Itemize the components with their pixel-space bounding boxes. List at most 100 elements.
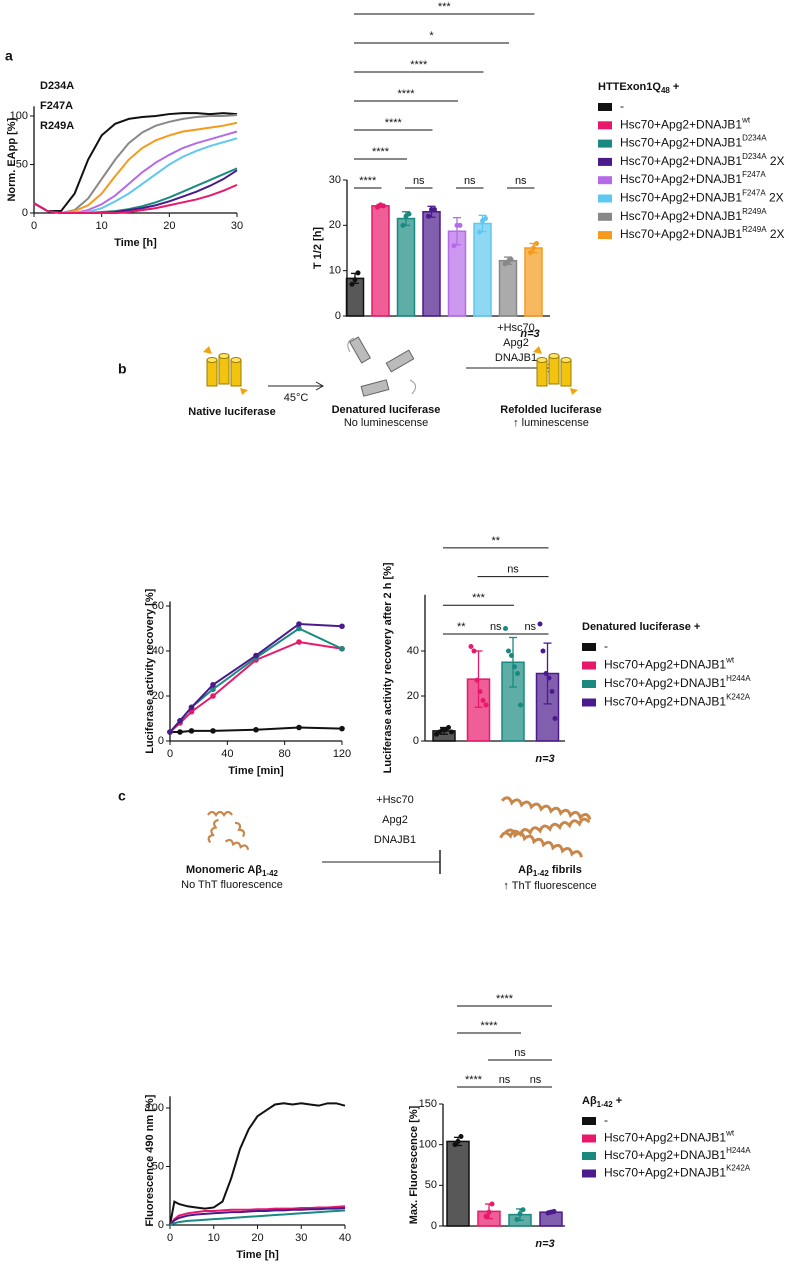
line bbox=[33, 121, 238, 215]
line-marker bbox=[339, 645, 345, 652]
schematic-label: Denatured luciferase bbox=[332, 404, 441, 416]
superscript: wt bbox=[741, 115, 751, 124]
text-part: Hsc70+Apg2+DNAJB1 bbox=[604, 1148, 726, 1162]
bar bbox=[345, 277, 365, 317]
line bbox=[33, 183, 238, 214]
significance-label: * bbox=[429, 30, 434, 42]
significance-label: *** bbox=[472, 592, 486, 604]
y-tick-label: 50 bbox=[152, 1160, 164, 1172]
data-point bbox=[477, 229, 482, 235]
x-tick-label: 30 bbox=[295, 1232, 307, 1244]
superscript: D234A bbox=[742, 134, 767, 143]
rich-text: Hsc70+Apg2+DNAJB1H244A bbox=[604, 1146, 751, 1162]
rich-text: - bbox=[604, 1113, 608, 1127]
legend-swatch bbox=[598, 194, 612, 203]
x-tick-label: 80 bbox=[279, 748, 291, 760]
superscript: wt bbox=[725, 656, 735, 665]
data-point bbox=[514, 1216, 520, 1222]
annotation: R249A bbox=[40, 120, 74, 132]
legend-swatch bbox=[598, 212, 612, 221]
y-tick-label: 0 bbox=[431, 1220, 437, 1232]
data-point bbox=[471, 648, 477, 654]
data-point bbox=[543, 671, 549, 676]
schematic-label: No luminescense bbox=[344, 417, 428, 429]
text-part: Denatured luciferase + bbox=[582, 621, 700, 633]
significance-label: **** bbox=[372, 146, 390, 158]
significance-label: **** bbox=[465, 1074, 483, 1086]
x-tick-label: 10 bbox=[208, 1232, 220, 1244]
y-tick-label: 100 bbox=[10, 110, 28, 122]
rich-text: Denatured luciferase + bbox=[582, 621, 700, 633]
subscript: 1-42 bbox=[533, 869, 550, 878]
line-marker bbox=[296, 621, 302, 627]
line-marker bbox=[177, 717, 183, 724]
line-marker bbox=[210, 681, 216, 688]
line-marker bbox=[167, 729, 173, 735]
data-point bbox=[552, 716, 558, 721]
rich-text: - bbox=[604, 639, 608, 653]
y-tick-label: 20 bbox=[152, 690, 164, 702]
y-tick-label: 0 bbox=[335, 310, 341, 322]
data-point bbox=[352, 277, 358, 283]
schematic-label: DNAJB1 bbox=[495, 352, 537, 364]
rich-text: Hsc70+Apg2+DNAJB1H244A bbox=[604, 674, 751, 690]
legend-swatch bbox=[582, 1134, 596, 1143]
data-point bbox=[349, 281, 355, 287]
legend-swatch bbox=[598, 139, 612, 148]
significance-label: ns bbox=[490, 621, 502, 633]
arrow-head bbox=[315, 381, 325, 391]
data-point bbox=[432, 206, 437, 212]
significance-label: ns bbox=[524, 621, 536, 633]
significance-label: ns bbox=[464, 175, 476, 187]
line-marker bbox=[188, 728, 195, 734]
suffix: fibrils bbox=[549, 864, 582, 876]
bar bbox=[446, 1140, 470, 1227]
rich-text: HTTExon1Q48 + bbox=[598, 81, 679, 95]
monomer-icon bbox=[207, 810, 250, 851]
legend-swatch bbox=[598, 157, 612, 166]
legend-swatch bbox=[598, 103, 612, 111]
x-tick-label: 40 bbox=[339, 1232, 351, 1244]
significance-label: *** bbox=[438, 1, 452, 13]
data-point bbox=[455, 1138, 461, 1144]
data-point bbox=[426, 213, 431, 219]
x-tick-label: 30 bbox=[231, 220, 243, 232]
superscript: F247A bbox=[742, 170, 766, 179]
y-tick-label: 0 bbox=[22, 207, 28, 219]
text-part: Hsc70+Apg2+DNAJB1 bbox=[620, 117, 742, 131]
data-point bbox=[474, 677, 480, 683]
text-part: Hsc70+Apg2+DNAJB1 bbox=[620, 136, 742, 150]
significance-label: **** bbox=[385, 117, 403, 129]
schematic-label: ↑ luminescense bbox=[513, 417, 589, 429]
text-part: Hsc70+Apg2+DNAJB1 bbox=[604, 1131, 726, 1145]
x-axis-label: Time [min] bbox=[228, 765, 284, 777]
superscript: F247A bbox=[742, 189, 766, 198]
x-tick-label: 40 bbox=[221, 748, 233, 760]
y-tick-label: 100 bbox=[146, 1102, 164, 1114]
y-tick-label: 20 bbox=[407, 690, 419, 702]
superscript: D234A bbox=[742, 152, 767, 161]
y-tick-label: 10 bbox=[329, 265, 341, 277]
rich-text: Aβ1-42 + bbox=[582, 1095, 622, 1109]
schematic-label: ↑ ThT fluorescence bbox=[503, 880, 596, 892]
data-point bbox=[483, 216, 488, 222]
suffix: + bbox=[670, 81, 679, 93]
text-part: Aβ bbox=[582, 1095, 597, 1107]
annotation: F247A bbox=[40, 100, 73, 112]
line bbox=[33, 112, 238, 213]
subscript: 1-42 bbox=[597, 1100, 614, 1109]
legend-swatch bbox=[582, 1117, 596, 1125]
text-part: Hsc70+Apg2+DNAJB1 bbox=[620, 191, 742, 205]
y-tick-label: 40 bbox=[407, 645, 419, 657]
data-point bbox=[400, 222, 406, 228]
data-point bbox=[486, 1209, 492, 1215]
data-point bbox=[517, 1211, 523, 1217]
rich-text: Hsc70+Apg2+DNAJB1R249A 2X bbox=[620, 225, 785, 241]
significance-label: ns bbox=[530, 1074, 542, 1086]
y-axis-label: Fluorescence 490 nm [%] bbox=[144, 1094, 156, 1226]
superscript: wt bbox=[725, 1129, 735, 1138]
y-tick-label: 50 bbox=[16, 158, 28, 170]
subscript: 1-42 bbox=[262, 869, 279, 878]
legend-swatch bbox=[582, 643, 596, 651]
